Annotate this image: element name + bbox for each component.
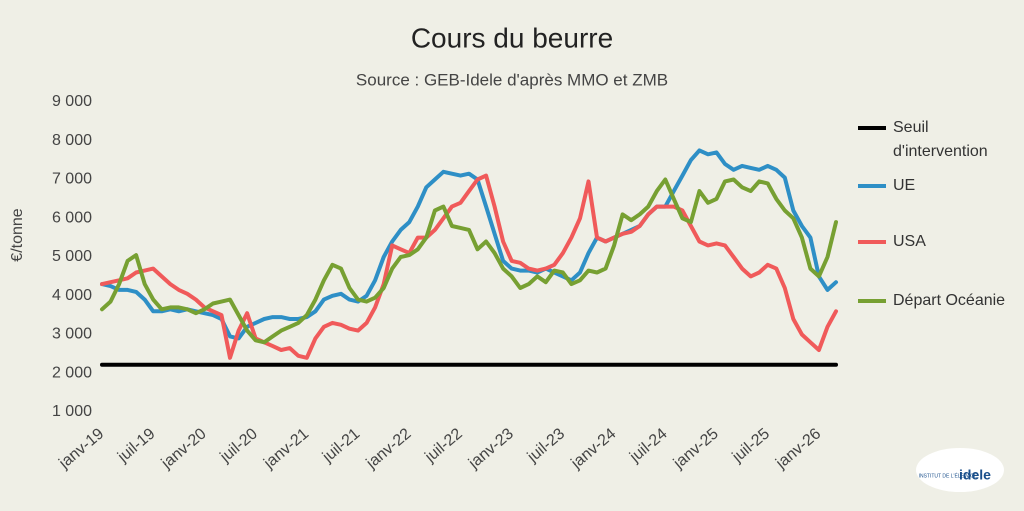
x-tick-label: janv-19 xyxy=(55,425,107,472)
x-tick-label: janv-25 xyxy=(670,425,722,472)
y-tick-label: 6 000 xyxy=(52,209,92,226)
legend-label: Départ Océanie xyxy=(893,292,1006,309)
y-tick-label: 5 000 xyxy=(52,248,92,265)
series-line xyxy=(100,173,838,360)
y-tick-label: 9 000 xyxy=(52,93,92,110)
logo-badge xyxy=(916,448,1004,492)
legend-swatch xyxy=(858,299,886,303)
x-tick-label: juil-22 xyxy=(421,425,465,466)
logo: INSTITUT DE L'ÉLEVAGE idele xyxy=(916,448,1004,492)
legend-swatch xyxy=(858,184,886,188)
x-tick-label: janv-24 xyxy=(567,425,619,472)
x-tick-label: juil-24 xyxy=(626,425,670,466)
chart-subtitle: Source : GEB-Idele d'après MMO et ZMB xyxy=(356,70,668,89)
logo-text: INSTITUT DE L'ÉLEVAGE xyxy=(919,472,979,479)
x-tick-label: janv-22 xyxy=(363,425,415,472)
x-tick-label: juil-23 xyxy=(524,425,568,466)
series-line xyxy=(100,177,838,345)
x-tick-label: juil-21 xyxy=(319,425,363,466)
chart-title: Cours du beurre xyxy=(411,22,613,53)
x-tick-label: janv-23 xyxy=(465,425,517,472)
legend-label: UE xyxy=(893,177,916,194)
x-tick-label: janv-26 xyxy=(772,425,824,472)
y-tick-label: 3 000 xyxy=(52,326,92,343)
y-tick-label: 4 000 xyxy=(52,287,92,304)
legend-swatch xyxy=(858,240,886,244)
y-tick-label: 7 000 xyxy=(52,171,92,188)
x-tick-label: juil-25 xyxy=(729,425,773,466)
x-tick-label: janv-20 xyxy=(158,425,210,472)
legend-swatch xyxy=(858,126,886,130)
y-tick-label: 2 000 xyxy=(52,364,92,381)
logo-brand: idele xyxy=(959,467,991,483)
y-axis-label: €/tonne xyxy=(9,208,26,261)
x-tick-label: janv-21 xyxy=(260,425,312,472)
y-tick-label: 8 000 xyxy=(52,132,92,149)
x-tick-label: juil-20 xyxy=(217,425,261,466)
x-tick-label: juil-19 xyxy=(114,425,158,466)
legend-label: Seuil d'intervention xyxy=(893,119,988,160)
y-tick-label: 1 000 xyxy=(52,403,92,420)
legend-label: USA xyxy=(893,233,926,250)
